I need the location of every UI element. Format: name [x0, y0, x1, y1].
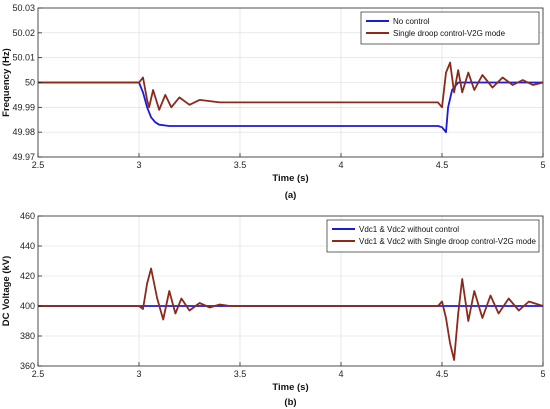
x-tick-label: 4.5	[436, 369, 449, 379]
series-line-1	[38, 61, 544, 111]
y-tick-label: 50.03	[12, 3, 35, 13]
y-tick-label: 440	[20, 241, 35, 251]
y-tick-label: 49.97	[12, 152, 35, 162]
y-tick-label: 400	[20, 301, 35, 311]
x-tick-label: 3.5	[234, 160, 247, 170]
axes-frame	[37, 215, 544, 367]
legend-entry-1: Vdc1 & Vdc2 with Single droop control-V2…	[359, 237, 537, 246]
y-tick-label: 460	[20, 211, 35, 221]
legend-box	[360, 11, 540, 45]
y-axis-label: DC Voltage (kV)	[1, 256, 12, 327]
x-tick-label: 5	[540, 160, 545, 170]
x-tick-label: 2.5	[32, 160, 45, 170]
y-tick-label: 50	[25, 78, 35, 88]
legend-entry-0: Vdc1 & Vdc2 without control	[359, 225, 459, 234]
x-tick-label: 2.5	[32, 369, 45, 379]
legend-entry-1: Single droop control-V2G mode	[393, 29, 506, 38]
y-tick-label: 50.02	[12, 28, 35, 38]
series-line-1	[38, 267, 544, 361]
y-tick-label: 380	[20, 331, 35, 341]
panel-label: (b)	[284, 397, 296, 408]
x-tick-label: 3	[136, 160, 141, 170]
y-tick-label: 360	[20, 361, 35, 371]
y-tick-label: 420	[20, 271, 35, 281]
legend: Vdc1 & Vdc2 without control Vdc1 & Vdc2 w…	[326, 219, 540, 253]
x-tick-label: 3.5	[234, 369, 247, 379]
x-tick-label: 4	[338, 160, 343, 170]
x-tick-label: 4	[338, 369, 343, 379]
legend: No control Single droop control-V2G mode	[360, 11, 540, 45]
y-tick-label: 50.01	[12, 53, 35, 63]
x-tick-label: 3	[136, 369, 141, 379]
panel-a-frequency-chart: 2.5 3 3.5 4 4.5 5 49.97 49.98 49.99 50 50.01 50.02 5…	[1, 3, 546, 201]
panel-b-dc-voltage-chart: 2.5 3 3.5 4 4.5 5 360 380 400 420 440 460 Time (s) DC…	[1, 211, 546, 408]
x-tick-label: 5	[540, 369, 545, 379]
x-axis-label: Time (s)	[272, 173, 308, 184]
panel-label: (a)	[285, 190, 297, 201]
y-tick-label: 49.99	[12, 102, 35, 112]
y-tick-label: 49.98	[12, 127, 35, 137]
x-tick-label: 4.5	[436, 160, 449, 170]
legend-entry-0: No control	[393, 17, 430, 26]
x-axis-label: Time (s)	[272, 382, 308, 393]
legend-box	[326, 219, 540, 253]
y-axis-label: Frequency (Hz)	[1, 48, 12, 117]
